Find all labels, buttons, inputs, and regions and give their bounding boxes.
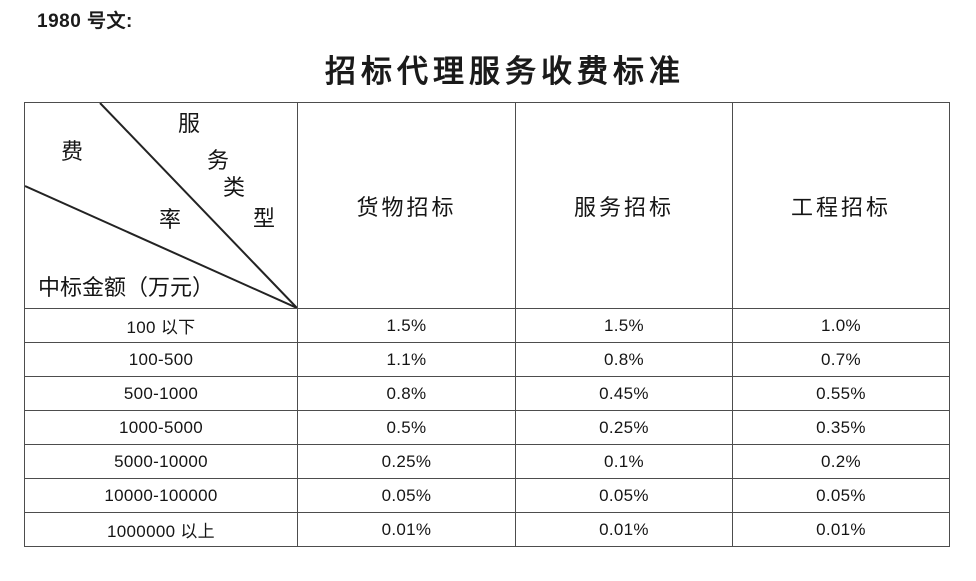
amount-range-cell: 5000-10000 xyxy=(24,444,298,479)
table-header-row: 服 务 类 型 费 率 中标金额（万元） 货物招标 服务招标 工程招标 xyxy=(24,102,950,309)
table-row: 10000-100000 0.05% 0.05% 0.05% xyxy=(24,478,950,513)
rate-cell: 1.0% xyxy=(732,308,950,343)
amount-range-cell: 10000-100000 xyxy=(24,478,298,513)
rate-cell: 0.1% xyxy=(515,444,733,479)
rate-cell: 0.05% xyxy=(732,478,950,513)
amount-range-cell: 500-1000 xyxy=(24,376,298,411)
rate-cell: 0.45% xyxy=(515,376,733,411)
corner-service-type-char-4: 型 xyxy=(253,206,276,231)
rate-cell: 0.25% xyxy=(515,410,733,445)
column-header-engineering: 工程招标 xyxy=(732,102,950,309)
rate-cell: 0.8% xyxy=(297,376,516,411)
amount-range-cell: 100-500 xyxy=(24,342,298,377)
table-row: 500-1000 0.8% 0.45% 0.55% xyxy=(24,376,950,411)
rate-cell: 0.05% xyxy=(297,478,516,513)
corner-fee-rate-char-2: 率 xyxy=(159,207,182,232)
corner-service-type-char-1: 服 xyxy=(178,111,201,136)
corner-amount-label: 中标金额（万元） xyxy=(38,275,215,300)
table-row: 100 以下 1.5% 1.5% 1.0% xyxy=(24,308,950,343)
rate-cell: 1.5% xyxy=(515,308,733,343)
amount-range-cell: 1000-5000 xyxy=(24,410,298,445)
amount-range-cell: 1000000 以上 xyxy=(24,512,298,547)
table-row: 1000000 以上 0.01% 0.01% 0.01% xyxy=(24,512,950,547)
rate-cell: 0.5% xyxy=(297,410,516,445)
table-row: 5000-10000 0.25% 0.1% 0.2% xyxy=(24,444,950,479)
rate-cell: 0.01% xyxy=(297,512,516,547)
rate-cell: 0.55% xyxy=(732,376,950,411)
diagonal-corner-cell: 服 务 类 型 费 率 中标金额（万元） xyxy=(24,102,298,309)
fee-standards-table: 服 务 类 型 费 率 中标金额（万元） 货物招标 服务招标 工程招标 100 … xyxy=(24,102,950,547)
diagonal-divider-lines xyxy=(25,103,297,308)
diagonal-corner-box: 服 务 类 型 费 率 中标金额（万元） xyxy=(25,103,297,308)
rate-cell: 0.25% xyxy=(297,444,516,479)
document-ref-number: 1980 号文: xyxy=(37,11,133,32)
rate-cell: 0.8% xyxy=(515,342,733,377)
rate-cell: 0.05% xyxy=(515,478,733,513)
page-title: 招标代理服务收费标准 xyxy=(325,54,685,89)
rate-cell: 1.5% xyxy=(297,308,516,343)
amount-range-cell: 100 以下 xyxy=(24,308,298,343)
rate-cell: 0.01% xyxy=(515,512,733,547)
corner-fee-rate-char-1: 费 xyxy=(61,139,84,164)
table-row: 1000-5000 0.5% 0.25% 0.35% xyxy=(24,410,950,445)
corner-service-type-char-3: 类 xyxy=(223,175,246,200)
corner-service-type-char-2: 务 xyxy=(207,148,230,173)
rate-cell: 0.01% xyxy=(732,512,950,547)
rate-cell: 1.1% xyxy=(297,342,516,377)
rate-cell: 0.35% xyxy=(732,410,950,445)
table-row: 100-500 1.1% 0.8% 0.7% xyxy=(24,342,950,377)
rate-cell: 0.2% xyxy=(732,444,950,479)
column-header-goods: 货物招标 xyxy=(297,102,516,309)
column-header-services: 服务招标 xyxy=(515,102,733,309)
rate-cell: 0.7% xyxy=(732,342,950,377)
